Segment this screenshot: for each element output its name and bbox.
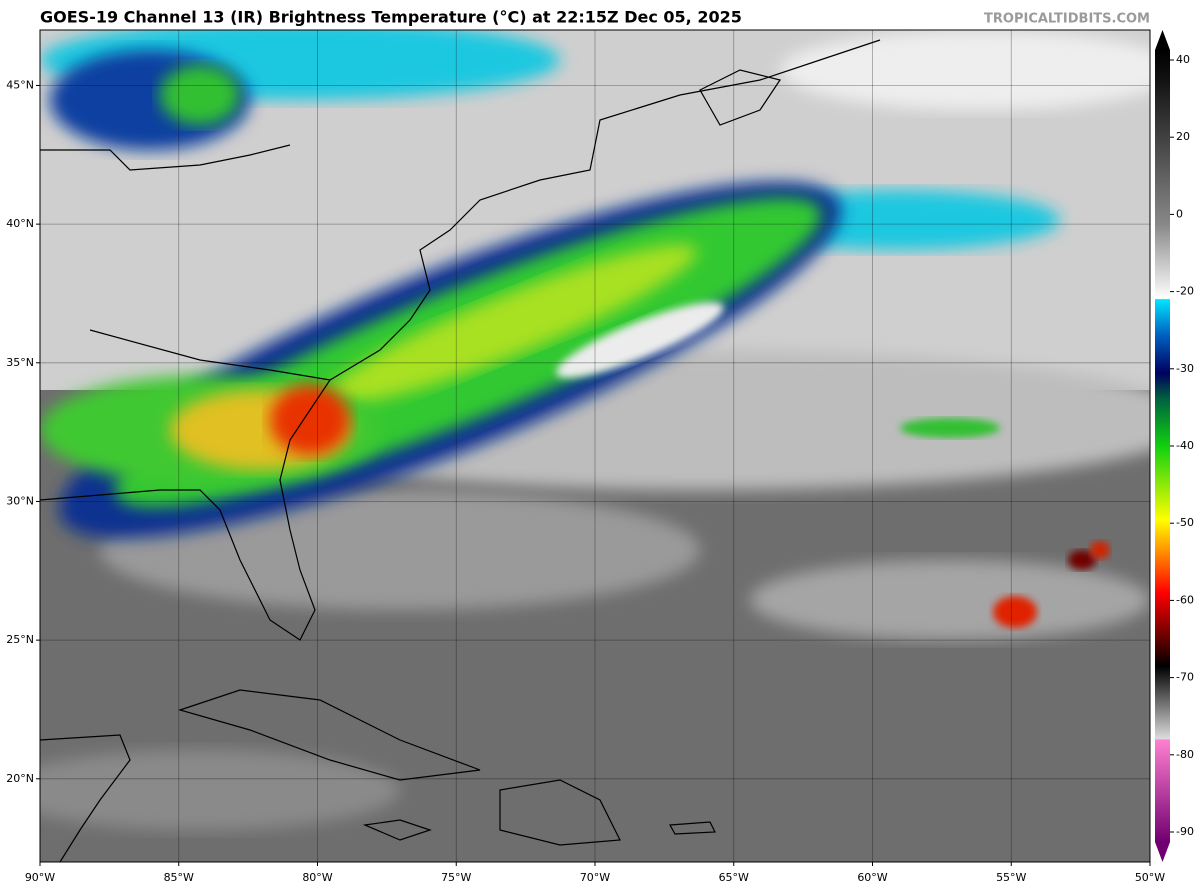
- colorbar: [1155, 50, 1170, 842]
- colorbar-arrow: [1155, 30, 1170, 50]
- x-tick-label: 80°W: [302, 871, 332, 884]
- x-tick-label: 70°W: [580, 871, 610, 884]
- x-tick-label: 50°W: [1135, 871, 1165, 884]
- x-tick-label: 65°W: [719, 871, 749, 884]
- y-tick-label: 45°N: [6, 78, 34, 91]
- x-tick-label: 55°W: [996, 871, 1026, 884]
- colorbar-tick-label: -50: [1176, 516, 1194, 529]
- credit: TROPICALTIDBITS.COM: [984, 12, 1150, 27]
- y-tick-label: 35°N: [6, 356, 34, 369]
- x-tick-label: 85°W: [164, 871, 194, 884]
- colorbar-tick-label: 0: [1176, 207, 1183, 220]
- title: GOES-19 Channel 13 (IR) Brightness Tempe…: [40, 8, 742, 27]
- colorbar-tick-label: -60: [1176, 593, 1194, 606]
- x-tick-label: 90°W: [25, 871, 55, 884]
- colorbar-tick-label: -30: [1176, 362, 1194, 375]
- graticule: [39, 30, 1151, 862]
- x-tick-label: 75°W: [441, 871, 471, 884]
- colorbar-tick-label: -70: [1176, 671, 1194, 684]
- colorbar-tick-label: 20: [1176, 130, 1190, 143]
- y-tick-label: 25°N: [6, 633, 34, 646]
- colorbar-tick-label: -90: [1176, 825, 1194, 838]
- colorbar-tick-label: -20: [1176, 285, 1194, 298]
- colorbar-tick-label: -80: [1176, 748, 1194, 761]
- x-tick-label: 60°W: [857, 871, 887, 884]
- y-tick-label: 40°N: [6, 217, 34, 230]
- colorbar-tick-label: 40: [1176, 53, 1190, 66]
- y-tick-label: 20°N: [6, 772, 34, 785]
- colorbar-arrow: [1155, 842, 1170, 862]
- y-tick-label: 30°N: [6, 494, 34, 507]
- colorbar-tick-label: -40: [1176, 439, 1194, 452]
- satellite-image: [40, 30, 1150, 862]
